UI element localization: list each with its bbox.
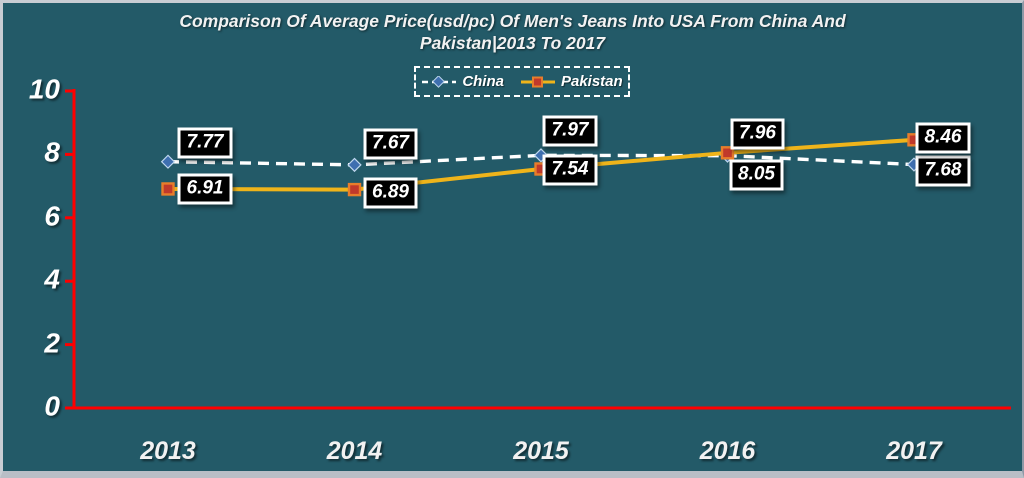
data-label-pakistan-2013: 6.91 [177, 173, 233, 205]
chart-title-line1: Comparison Of Average Price(usd/pc) Of M… [179, 11, 846, 31]
x-axis-label-2014: 2014 [326, 437, 383, 465]
y-axis-label: 10 [28, 73, 60, 105]
y-axis-label: 0 [44, 390, 60, 422]
data-label-china-2014: 7.67 [363, 128, 418, 160]
data-label-china-2016: 7.96 [730, 118, 785, 150]
data-label-china-2015: 7.97 [542, 115, 598, 147]
legend: China Pakistan [414, 66, 630, 97]
legend-item-china: China [421, 73, 504, 90]
legend-label-pakistan: Pakistan [560, 73, 623, 90]
china-marker [160, 154, 176, 169]
data-label-pakistan-2016: 8.05 [729, 159, 784, 191]
data-label-china-2013: 7.77 [177, 127, 233, 159]
chart-title: Comparison Of Average Price(usd/pc) Of M… [3, 10, 1022, 54]
y-axis-label: 8 [44, 137, 60, 169]
data-label-china-2017: 7.68 [915, 155, 971, 187]
y-axis-label: 6 [44, 200, 60, 232]
chart-title-line2: Pakistan|2013 To 2017 [419, 33, 606, 53]
x-axis-label-2015: 2015 [513, 437, 569, 465]
legend-item-pakistan: Pakistan [520, 73, 623, 90]
pakistan-line-swatch-icon [520, 76, 555, 87]
plot-area [65, 89, 1011, 410]
china-marker [347, 157, 362, 173]
pakistan-marker [161, 182, 175, 196]
data-label-pakistan-2015: 7.54 [542, 154, 598, 186]
y-axis-label: 2 [44, 327, 60, 359]
data-label-pakistan-2017: 8.46 [915, 122, 971, 154]
pakistan-marker [720, 146, 735, 160]
pakistan-marker [347, 182, 362, 197]
x-axis-label-2016: 2016 [699, 437, 756, 465]
data-label-pakistan-2014: 6.89 [363, 177, 418, 209]
y-axis-label: 4 [44, 263, 60, 295]
china-line [167, 153, 915, 167]
x-axis-label-2013: 2013 [140, 437, 196, 465]
china-line-swatch-icon [422, 75, 457, 88]
x-axis-label-2017: 2017 [886, 437, 942, 465]
legend-label-china: China [462, 73, 504, 90]
